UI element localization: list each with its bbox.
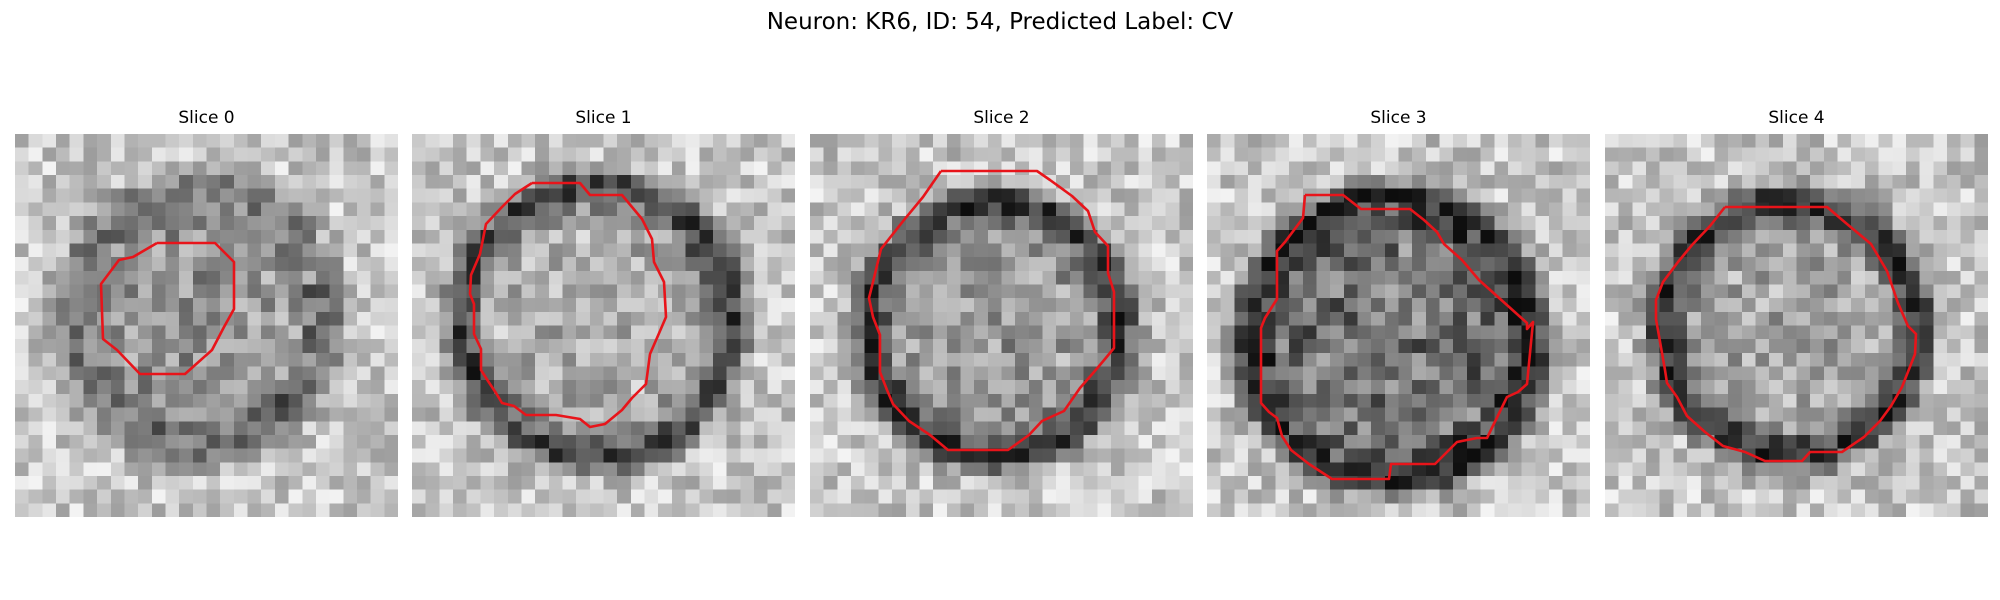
slice-title-3: Slice 3 [1370,108,1427,128]
slice-title-0: Slice 0 [178,108,235,128]
slice-title-1: Slice 1 [575,108,632,128]
slice-panel-4: Slice 4 [1605,106,1988,521]
contour-overlay-2 [867,169,1116,452]
cell-contour-4 [1654,205,1918,463]
slice-panel-1: Slice 1 [412,106,795,521]
cell-contour-2 [867,169,1116,452]
figure-title: Neuron: KR6, ID: 54, Predicted Label: CV [766,9,1234,35]
slice-image-0 [15,134,398,517]
slice-panel-3: Slice 3 [1207,106,1590,521]
slice-image-2 [810,134,1193,517]
slice-image-4 [1605,134,1988,517]
contour-overlay-1 [468,181,668,429]
contour-overlay-3 [1259,193,1535,481]
slice-title-2: Slice 2 [973,108,1030,128]
slice-panel-0: Slice 0 [15,106,398,521]
slice-panel-2: Slice 2 [810,106,1193,521]
contour-overlay-0 [99,241,236,376]
slice-title-4: Slice 4 [1768,108,1825,128]
contour-overlay-4 [1654,205,1918,463]
cell-contour-0 [99,241,236,376]
cell-contour-3 [1259,193,1535,481]
cell-contour-1 [468,181,668,429]
slice-image-1 [412,134,795,517]
slice-panels: Slice 0 Slice 1 Slice 2 Slice 3 Slice 4 [15,106,1988,521]
